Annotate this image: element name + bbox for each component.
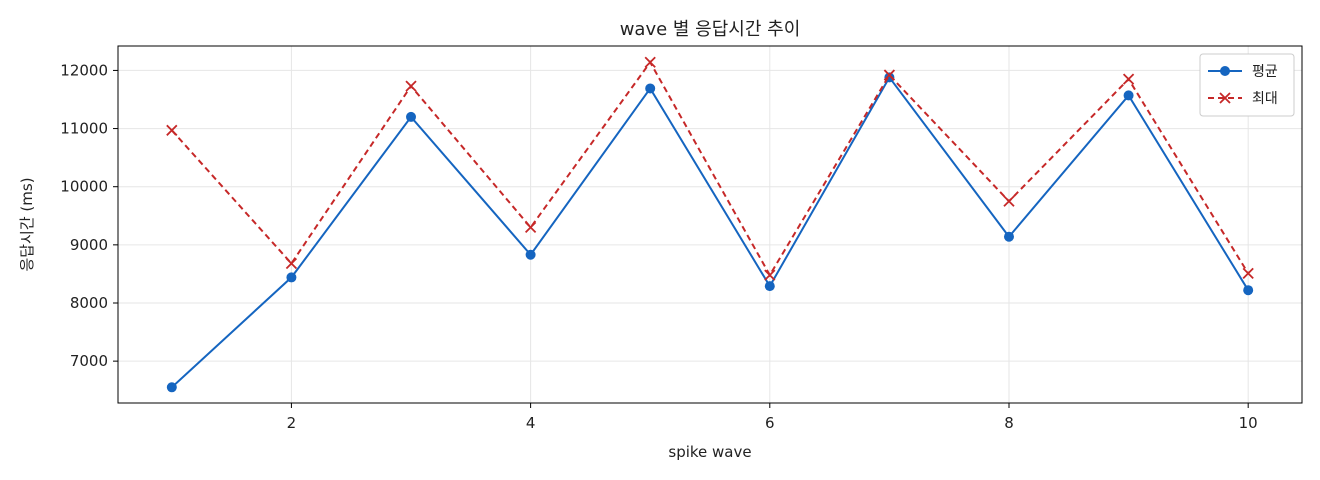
data-point: [1243, 285, 1254, 296]
x-tick-label: 8: [1004, 414, 1014, 432]
x-axis-label: spike wave: [668, 443, 751, 461]
data-point: [525, 249, 536, 260]
data-point: [285, 257, 298, 270]
legend-item: 평균: [1208, 64, 1278, 80]
data-point: [166, 124, 178, 136]
x-tick-label: 4: [526, 414, 536, 432]
data-point: [406, 111, 417, 122]
data-point: [1003, 231, 1014, 242]
y-tick-label: 12000: [60, 61, 108, 79]
series-2: [166, 56, 1254, 281]
y-tick-label: 8000: [70, 294, 108, 312]
y-axis: 7000 8000 9000 10000 11000 12000: [60, 61, 118, 370]
data-point: [764, 281, 775, 292]
data-point: [1242, 267, 1254, 279]
data-point: [1122, 73, 1135, 85]
legend-item: 최대: [1208, 91, 1278, 107]
series-1: [166, 72, 1254, 393]
data-point: [764, 269, 776, 281]
plot-frame: [117, 45, 1303, 404]
series-line: [171, 75, 1250, 389]
data-point: [644, 56, 656, 68]
x-tick-label: 2: [287, 414, 297, 432]
chart-title: wave 별 응답시간 추이: [620, 19, 801, 40]
x-tick-label: 10: [1239, 414, 1258, 432]
legend-box: [1199, 53, 1295, 117]
x-tick-label: 6: [765, 414, 775, 432]
data-point: [645, 83, 656, 94]
legend-label: 최대: [1252, 91, 1278, 107]
series-layer: [166, 56, 1254, 393]
legend-marker: [1219, 92, 1231, 104]
y-tick-label: 9000: [70, 236, 108, 254]
data-point: [524, 221, 537, 234]
legend-label: 평균: [1252, 64, 1278, 80]
data-point: [1003, 195, 1015, 207]
data-point: [1123, 90, 1134, 101]
y-tick-label: 7000: [70, 352, 108, 370]
data-point: [883, 69, 896, 81]
y-tick-label: 10000: [60, 178, 108, 196]
data-point: [166, 382, 177, 393]
y-axis-label: 응답시간 (ms): [18, 177, 36, 271]
y-tick-label: 11000: [60, 120, 108, 138]
x-axis: 2 4 6 8 10: [287, 403, 1258, 432]
series-line: [171, 60, 1250, 278]
data-point: [286, 272, 297, 283]
data-point: [405, 80, 417, 92]
legend-marker: [1220, 66, 1230, 76]
